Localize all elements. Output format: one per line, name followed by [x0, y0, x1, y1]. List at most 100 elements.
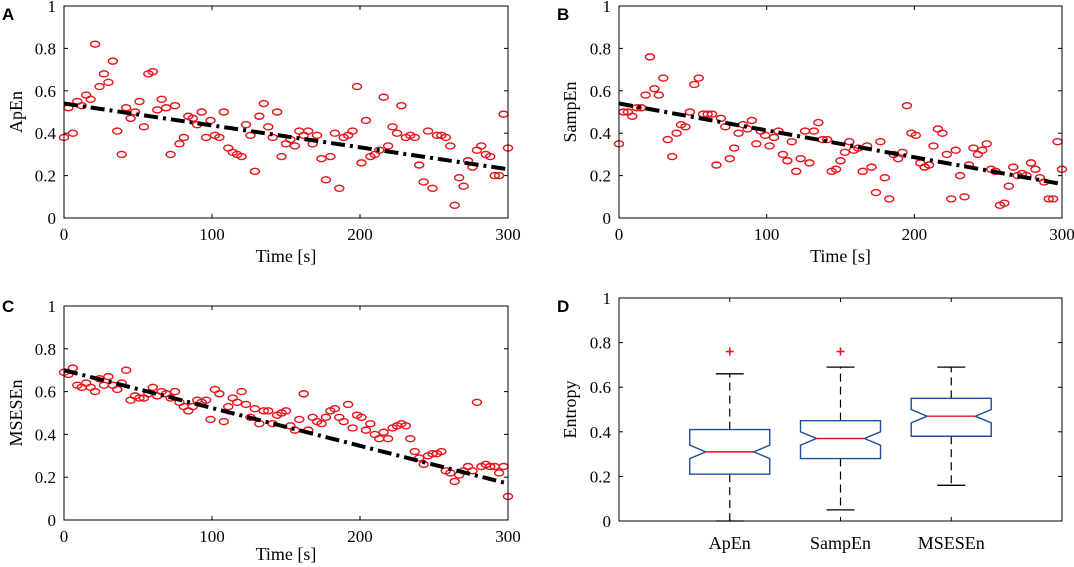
- data-point: [733, 129, 744, 137]
- data-point: [822, 135, 833, 144]
- box-msesen: [910, 397, 992, 437]
- data-point: [258, 407, 269, 415]
- x-tick-label: 200: [347, 527, 373, 546]
- data-point: [653, 91, 665, 99]
- data-point: [187, 402, 198, 411]
- x-tick-label: 0: [60, 225, 69, 244]
- data-point: [200, 133, 212, 142]
- panel-letter-d: D: [557, 297, 569, 316]
- y-tick-label: 0: [48, 511, 57, 530]
- data-point: [120, 104, 132, 112]
- data-point: [644, 53, 656, 61]
- data-point: [1052, 137, 1063, 146]
- data-point: [205, 116, 216, 125]
- data-point: [320, 413, 332, 421]
- data-point: [941, 150, 953, 159]
- data-point: [693, 74, 704, 82]
- data-point: [307, 413, 318, 421]
- data-point: [356, 159, 367, 167]
- data-point: [240, 400, 252, 409]
- data-point: [365, 420, 376, 428]
- data-point: [954, 171, 966, 180]
- data-point: [356, 413, 367, 421]
- y-tick-label: 0.8: [35, 39, 56, 58]
- y-tick-label: 0.2: [590, 167, 611, 186]
- data-point: [680, 123, 691, 131]
- data-point: [218, 417, 230, 426]
- data-point: [103, 78, 114, 87]
- data-point: [89, 387, 101, 396]
- x-axis-label-b: Time [s]: [810, 246, 871, 266]
- data-point: [493, 469, 505, 477]
- data-point: [839, 148, 851, 156]
- y-tick-label: 0.4: [35, 425, 57, 444]
- data-point: [200, 396, 212, 404]
- data-point: [240, 121, 252, 129]
- y-tick-label: 0.6: [35, 383, 56, 402]
- data-point: [640, 91, 651, 99]
- y-axis-label-b: SampEn: [560, 82, 580, 143]
- data-point: [928, 142, 939, 150]
- data-point: [258, 99, 269, 108]
- data-point: [968, 144, 979, 152]
- data-point: [498, 110, 509, 118]
- x-tick-label: 100: [199, 225, 225, 244]
- data-point: [107, 57, 119, 65]
- data-point: [174, 140, 185, 148]
- data-point: [746, 116, 758, 125]
- data-point: [959, 193, 970, 201]
- y-axis-label-c: MSESEn: [6, 379, 26, 446]
- x-tick-label: 300: [495, 527, 521, 546]
- y-tick-label: 0.4: [35, 124, 57, 143]
- data-point: [94, 82, 105, 91]
- data-point: [445, 142, 456, 150]
- data-point: [254, 112, 265, 120]
- panel-letter-c: C: [2, 297, 14, 316]
- data-point: [498, 462, 509, 471]
- data-point: [156, 95, 167, 103]
- data-point: [1047, 195, 1059, 203]
- data-point: [85, 383, 96, 392]
- data-point: [165, 150, 176, 159]
- data-point: [458, 182, 469, 190]
- category-label: SampEn: [810, 533, 871, 553]
- data-point: [981, 140, 992, 148]
- data-point: [316, 154, 327, 163]
- y-axis-label-a: ApEn: [6, 91, 26, 133]
- data-point: [791, 167, 802, 176]
- data-point: [467, 467, 478, 475]
- data-point: [1003, 182, 1015, 190]
- data-point: [391, 129, 403, 137]
- data-point: [485, 462, 496, 471]
- data-point: [671, 129, 682, 137]
- data-point: [374, 146, 385, 154]
- category-label: ApEn: [709, 533, 751, 553]
- data-point: [160, 104, 172, 112]
- x-tick-label: 300: [495, 225, 521, 244]
- y-tick-label: 0.6: [35, 82, 56, 101]
- data-point: [427, 449, 438, 458]
- data-point: [289, 142, 301, 150]
- y-tick-label: 0.8: [590, 334, 611, 353]
- data-point: [223, 402, 234, 411]
- data-point: [231, 398, 243, 406]
- data-point: [711, 161, 722, 169]
- y-tick-label: 0.8: [35, 340, 56, 359]
- data-point: [298, 131, 309, 140]
- data-point: [329, 129, 341, 137]
- data-point: [485, 152, 496, 161]
- data-point: [320, 176, 332, 184]
- data-point: [347, 127, 358, 135]
- plot-frame-c: [63, 305, 509, 521]
- data-point: [236, 152, 247, 161]
- data-point: [267, 133, 278, 142]
- box-sampen: [799, 419, 882, 460]
- y-tick-label: 0: [603, 209, 612, 228]
- data-point: [263, 123, 274, 131]
- data-point: [786, 137, 797, 146]
- data-point: [116, 150, 127, 159]
- data-point: [892, 154, 904, 163]
- data-point: [147, 68, 159, 76]
- data-point: [147, 383, 159, 392]
- data-point: [303, 127, 314, 135]
